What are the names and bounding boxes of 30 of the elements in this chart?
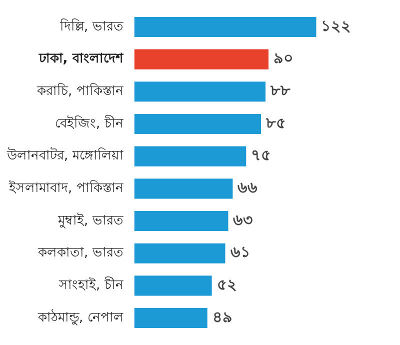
y-tick-label: কাঠমান্ডু, নেপাল bbox=[37, 309, 124, 326]
y-tick-label: বেইজিং, চীন bbox=[55, 115, 124, 132]
data-label: ৬৬ bbox=[238, 178, 258, 197]
y-tick-label: ঢাকা, বাংলাদেশ bbox=[38, 52, 124, 67]
bar bbox=[134, 210, 228, 232]
data-label: ৪৯ bbox=[212, 308, 232, 326]
y-tick-label: ইসলামাবাদ, পাকিস্তান bbox=[8, 180, 124, 196]
data-label: ১২২ bbox=[321, 16, 352, 35]
data-label: ৮৫ bbox=[265, 114, 286, 132]
bar bbox=[134, 16, 316, 37]
bar bbox=[134, 82, 266, 102]
bar bbox=[134, 146, 246, 166]
y-tick-label: মুম্বাই, ভারত bbox=[57, 212, 124, 228]
data-label: ৬১ bbox=[230, 243, 250, 262]
data-label: ৫২ bbox=[216, 276, 237, 294]
bar bbox=[134, 178, 233, 199]
y-tick-label: সাংহাই, চীন bbox=[58, 277, 124, 294]
y-tick-label: দিল্লি, ভারত bbox=[59, 18, 124, 34]
bar bbox=[134, 49, 269, 70]
y-tick-label: করাচি, পাকিস্তান bbox=[36, 83, 124, 100]
data-label: ৮৮ bbox=[270, 82, 291, 100]
data-label: ৬৩ bbox=[233, 210, 254, 229]
data-label: ৭৫ bbox=[251, 146, 272, 164]
data-label: ৯০ bbox=[274, 49, 294, 68]
bar bbox=[134, 114, 262, 134]
bar bbox=[134, 276, 212, 296]
y-tick-label: কলকাতা, ভারত bbox=[37, 246, 124, 261]
y-tick-label: উলানবাটর, মঙ্গোলিয়া bbox=[6, 148, 124, 164]
bar bbox=[134, 308, 208, 328]
bar bbox=[134, 243, 226, 264]
